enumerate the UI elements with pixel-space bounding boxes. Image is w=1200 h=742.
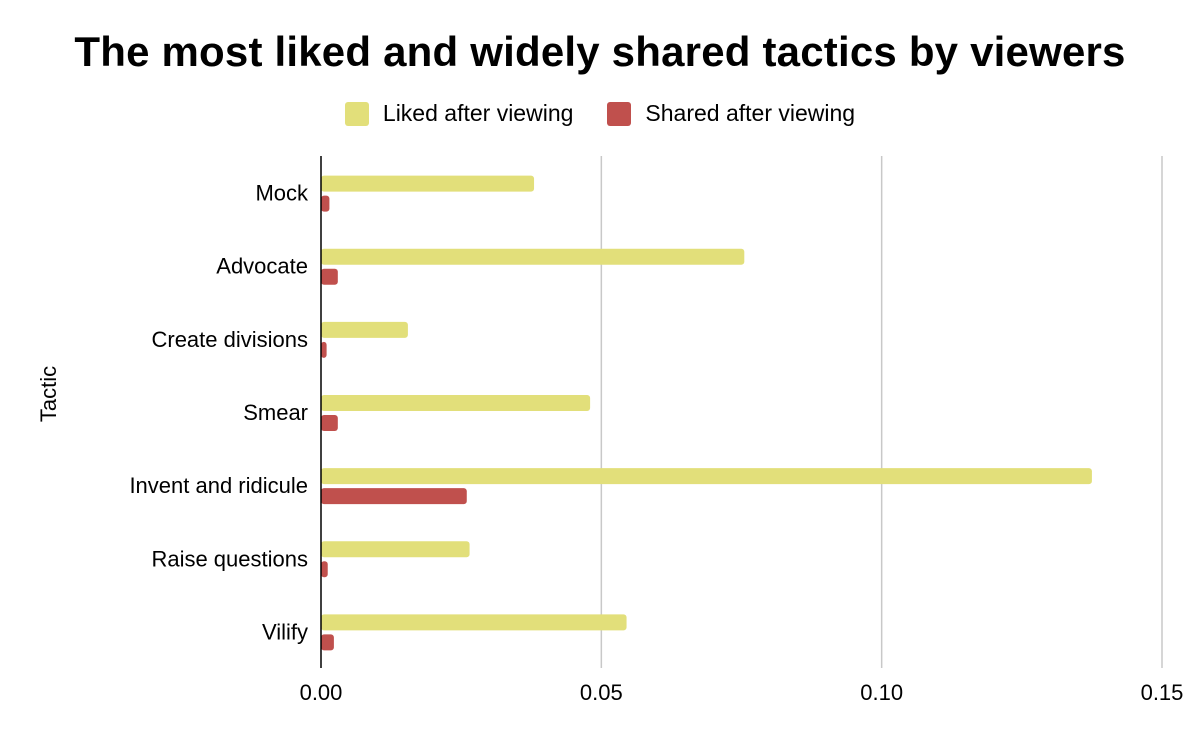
bar-liked-1[interactable]: [321, 248, 745, 265]
legend-swatch-shared: [607, 101, 632, 126]
bar-shared-1[interactable]: [321, 268, 338, 285]
y-category-label-0: Mock: [255, 181, 309, 206]
chart-title: The most liked and widely shared tactics…: [74, 28, 1126, 75]
x-tick-label-1: 0.05: [580, 680, 623, 705]
legend: Liked after viewing Shared after viewing: [0, 100, 1200, 127]
y-category-label-4: Invent and ridicule: [129, 473, 308, 498]
legend-swatch-liked: [344, 101, 369, 126]
bar-liked-6[interactable]: [321, 614, 627, 631]
bar-liked-3[interactable]: [321, 395, 591, 411]
legend-label-shared: Shared after viewing: [645, 100, 856, 126]
gridlines: [600, 156, 1163, 668]
legend-item-shared[interactable]: Shared after viewing: [607, 100, 855, 127]
bar-shared-5[interactable]: [321, 561, 328, 578]
bar-shared-3[interactable]: [321, 415, 338, 431]
y-category-label-1: Advocate: [216, 254, 308, 279]
bar-liked-4[interactable]: [321, 468, 1092, 485]
bar-liked-5[interactable]: [321, 541, 470, 558]
legend-label-liked: Liked after viewing: [382, 100, 574, 126]
bar-shared-4[interactable]: [321, 488, 467, 505]
y-category-label-5: Raise questions: [151, 546, 308, 571]
y-axis-title: Tactic: [36, 366, 61, 422]
y-category-label-2: Create divisions: [151, 327, 308, 352]
bar-shared-2[interactable]: [321, 341, 327, 358]
x-tick-label-3: 0.15: [1141, 680, 1184, 705]
axes: 0.00 0.05 0.10 0.15 Mock Advocate Create divis…: [36, 156, 1183, 705]
x-tick-label-2: 0.10: [860, 680, 903, 705]
bar-liked-0[interactable]: [321, 175, 535, 192]
bars: [321, 175, 1092, 651]
x-tick-label-0: 0.00: [300, 680, 343, 705]
bar-shared-0[interactable]: [321, 195, 330, 212]
bar-shared-6[interactable]: [321, 634, 334, 651]
bar-liked-2[interactable]: [321, 321, 408, 338]
y-category-label-3: Smear: [243, 400, 308, 425]
legend-item-liked[interactable]: Liked after viewing: [344, 100, 574, 127]
y-category-label-6: Vilify: [262, 619, 308, 644]
